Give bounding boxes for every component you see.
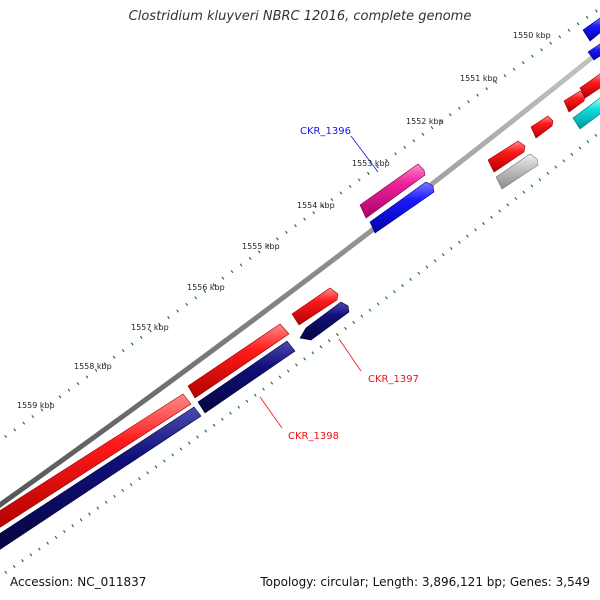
- leader-ckr1396: [350, 135, 379, 173]
- scale-label-1554: 1554 kbp: [297, 201, 335, 210]
- gene-red-small-a[interactable]: [487, 140, 526, 173]
- gene-red-small-b[interactable]: [530, 115, 554, 139]
- scale-label-1556: 1556 kbp: [187, 283, 225, 292]
- genome-backbone: [0, 47, 600, 508]
- gene-red-large-b[interactable]: [187, 323, 290, 399]
- genome-summary-text: Topology: circular; Length: 3,896,121 bp…: [260, 575, 590, 589]
- map-title: Clostridium kluyveri NBRC 12016, complet…: [128, 9, 472, 24]
- scale-label-1559: 1559 kbp: [17, 401, 55, 410]
- leader-ckr1397: [338, 338, 362, 372]
- gene-red-large-a[interactable]: [0, 393, 192, 530]
- scale-label-1557: 1557 kbp: [131, 323, 169, 332]
- gene-blue-topright-b[interactable]: [587, 43, 600, 61]
- gene-gray[interactable]: [495, 153, 539, 190]
- label-ckr1397[interactable]: CKR_1397: [368, 374, 419, 385]
- scale-label-1551: 1551 kbp: [460, 74, 498, 83]
- accession-text: Accession: NC_011837: [10, 575, 147, 589]
- gene-blue-ckr1396[interactable]: [369, 181, 435, 234]
- gene-blue-topright[interactable]: [582, 17, 600, 42]
- outer-scale-ticks: [0, 6, 600, 443]
- gene-red-small-d[interactable]: [579, 73, 600, 99]
- gene-red-small-c[interactable]: [563, 90, 586, 113]
- gene-navy-ckr1398[interactable]: [0, 406, 202, 552]
- leader-ckr1398: [259, 396, 283, 429]
- gene-cyan[interactable]: [572, 97, 600, 130]
- scale-label-1555: 1555 kbp: [242, 242, 280, 251]
- label-ckr1396[interactable]: CKR_1396: [300, 126, 351, 137]
- label-ckr1398[interactable]: CKR_1398: [288, 431, 339, 442]
- gene-navy-large-b[interactable]: [197, 340, 296, 414]
- scale-label-1558: 1558 kbp: [74, 362, 112, 371]
- scale-label-1553: 1553 kbp: [352, 159, 390, 168]
- gene-red-ckr1397[interactable]: [291, 287, 339, 326]
- gene-pink-ckr1396[interactable]: [359, 163, 426, 219]
- scale-label-1550: 1550 kbp: [513, 31, 551, 40]
- gene-navy-ckr1397[interactable]: [299, 301, 350, 341]
- scale-label-1552: 1552 kbp: [406, 117, 444, 126]
